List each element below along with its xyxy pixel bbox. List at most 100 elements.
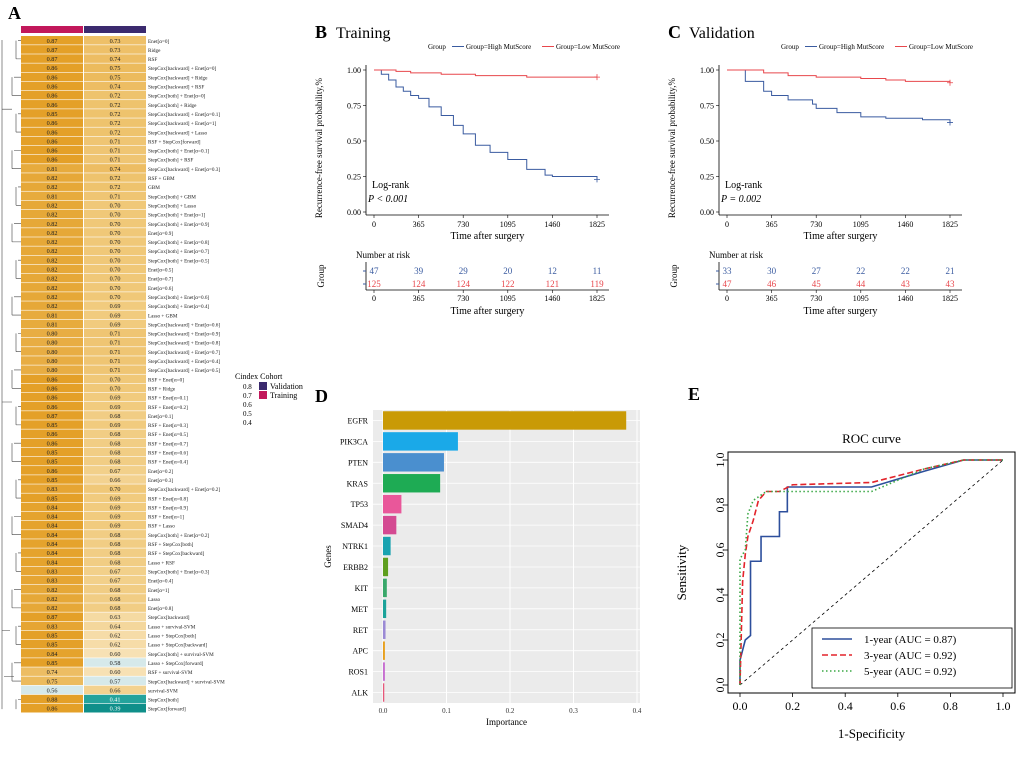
heatmap-value-validation: 0.68 <box>110 596 121 603</box>
heatmap-value-training: 0.81 <box>47 321 58 328</box>
heatmap-cell-training <box>21 145 83 155</box>
heatmap-cell-validation <box>84 191 146 201</box>
heatmap-value-validation: 0.70 <box>110 376 121 383</box>
roc-legend-label: 1-year (AUC = 0.87) <box>864 634 957 646</box>
heatmap-value-training: 0.86 <box>47 431 58 438</box>
risk-y-label: Group <box>316 264 326 287</box>
heatmap-model-label: Enet[α=0.2] <box>148 469 173 475</box>
heatmap-cell-validation <box>84 566 146 576</box>
risk-y-label: Group <box>669 264 679 287</box>
heatmap-cell-training <box>21 200 83 210</box>
heatmap-cell-training <box>21 90 83 100</box>
importance-gene-label: ROS1 <box>348 668 368 677</box>
heatmap-value-training: 0.82 <box>47 596 58 603</box>
heatmap-cell-training <box>21 191 83 201</box>
legend-tick: 0.5 <box>243 410 252 418</box>
heatmap-model-label: Ridge <box>148 48 161 54</box>
heatmap-model-label: StepCox[both] <box>148 698 179 704</box>
heatmap-value-training: 0.87 <box>47 38 58 45</box>
heatmap-value-training: 0.80 <box>47 349 58 356</box>
heatmap-cell-training <box>21 649 83 658</box>
heatmap-value-validation: 0.72 <box>110 111 121 118</box>
km-validation-plot: Group Group=High MutScore Group=Low MutSco… <box>667 43 973 317</box>
km-censor-mark <box>947 119 953 126</box>
heatmap-cell-training <box>21 63 83 72</box>
heatmap-cell-training <box>21 429 83 438</box>
heatmap-cell-training <box>21 100 83 109</box>
heatmap-model-label: Enet[α=0.3] <box>148 478 173 484</box>
risk-count-low: 47 <box>723 279 733 289</box>
risk-table-title: Number at risk <box>709 250 763 260</box>
heatmap-cell-training <box>21 154 83 164</box>
importance-gene-label: SMAD4 <box>341 521 368 530</box>
heatmap-cell-validation <box>84 255 146 265</box>
heatmap-value-validation: 0.69 <box>110 395 121 402</box>
km-y-tick-label: 1.00 <box>347 66 361 75</box>
heatmap-value-validation: 0.57 <box>110 678 121 685</box>
heatmap-value-validation: 0.68 <box>110 605 121 612</box>
risk-x-tick-label: 1460 <box>897 294 913 303</box>
km-x-tick-label: 365 <box>766 220 778 229</box>
km-legend-low: Group=Low MutScore <box>556 43 620 51</box>
heatmap-value-validation: 0.60 <box>110 669 121 676</box>
dendrogram <box>1 40 21 710</box>
heatmap-cell-validation <box>84 319 146 329</box>
heatmap-cell-training <box>21 264 83 274</box>
heatmap-value-training: 0.83 <box>47 568 58 575</box>
heatmap-cell-validation <box>84 127 146 137</box>
km-x-tick-label: 1095 <box>853 220 869 229</box>
km-y-tick-label: 0.00 <box>347 208 361 217</box>
heatmap-value-validation: 0.62 <box>110 633 121 640</box>
heatmap-cell-validation <box>84 575 146 585</box>
heatmap-value-training: 0.85 <box>47 111 58 118</box>
heatmap-cell-validation <box>84 676 146 686</box>
heatmap-cell-validation <box>84 411 146 420</box>
risk-x-tick-label: 0 <box>372 294 376 303</box>
heatmap-model-label: Lasso + RSF <box>148 560 175 566</box>
roc-y-tick-label: 0.8 <box>713 498 727 513</box>
heatmap-cell-validation <box>84 246 146 255</box>
legend-tick: 0.4 <box>243 419 252 427</box>
heatmap-value-validation: 0.62 <box>110 642 121 649</box>
importance-x-tick-label: 0.1 <box>442 707 451 715</box>
heatmap-cell-training <box>21 337 83 347</box>
importance-gene-label: ERBB2 <box>343 563 368 572</box>
heatmap-value-training: 0.83 <box>47 623 58 630</box>
heatmap-cell-validation <box>84 594 146 603</box>
heatmap-cell-training <box>21 621 83 631</box>
heatmap-cell-validation <box>84 557 146 567</box>
heatmap-cell-training <box>21 575 83 585</box>
heatmap-cell-validation <box>84 630 146 640</box>
heatmap-cell-training <box>21 328 83 338</box>
heatmap-value-training: 0.86 <box>47 404 58 411</box>
heatmap-value-validation: 0.71 <box>110 193 121 200</box>
heatmap-value-training: 0.80 <box>47 358 58 365</box>
km-curve-low <box>727 69 951 83</box>
heatmap-cell-training <box>21 219 83 228</box>
heatmap-cell-validation <box>84 603 146 612</box>
risk-count-high: 20 <box>503 266 513 276</box>
km-x-axis-label: Time after surgery <box>451 231 525 242</box>
heatmap-value-validation: 0.72 <box>110 93 121 100</box>
importance-x-tick-label: 0.4 <box>633 707 642 715</box>
heatmap-value-training: 0.86 <box>47 706 58 713</box>
roc-x-tick-label: 0.2 <box>785 699 800 713</box>
roc-y-tick-label: 0.4 <box>713 588 727 603</box>
heatmap-value-validation: 0.69 <box>110 312 121 319</box>
km-training-title: Training <box>336 25 391 42</box>
km-logrank-label: Log-rank <box>725 180 762 191</box>
heatmap-cell-validation <box>84 585 146 594</box>
importance-bar <box>383 599 387 619</box>
heatmap-cell-training <box>21 81 83 91</box>
heatmap-model-label: RSF + Enet[α=0.1] <box>148 396 188 402</box>
cohort-bar-validation <box>84 26 146 33</box>
roc-legend-label: 5-year (AUC = 0.92) <box>864 666 957 678</box>
heatmap-value-training: 0.85 <box>47 422 58 429</box>
heatmap-value-training: 0.84 <box>47 651 58 658</box>
risk-count-high: 12 <box>548 266 557 276</box>
heatmap-panel: 0.87 0.73 Enet[α=0] 0.87 0.73 Ridge 0.87 0.74 RS… <box>1 26 225 713</box>
km-y-tick-label: 0.25 <box>347 173 361 182</box>
heatmap-value-training: 0.87 <box>47 56 58 63</box>
heatmap-value-training: 0.83 <box>47 578 58 585</box>
heatmap-cell-validation <box>84 402 146 411</box>
